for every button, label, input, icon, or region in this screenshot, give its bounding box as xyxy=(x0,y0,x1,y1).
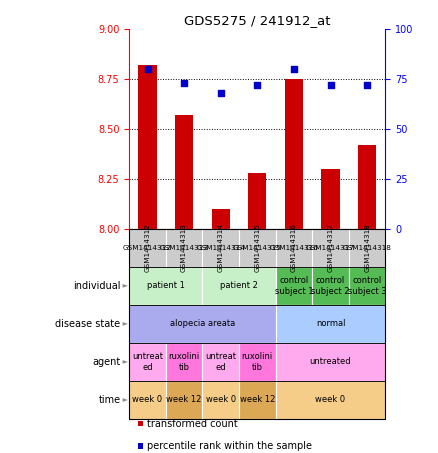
Bar xyxy=(285,79,303,229)
Text: transformed count: transformed count xyxy=(147,419,237,429)
Text: GSM1414313: GSM1414313 xyxy=(160,245,208,251)
Text: patient 2: patient 2 xyxy=(220,281,258,290)
Text: untreat
ed: untreat ed xyxy=(132,352,163,371)
Text: control
subject 1: control subject 1 xyxy=(275,276,313,295)
Text: alopecia areata: alopecia areata xyxy=(170,319,235,328)
Text: patient 1: patient 1 xyxy=(147,281,185,290)
Text: GSM1414318: GSM1414318 xyxy=(364,223,370,272)
Text: week 12: week 12 xyxy=(240,395,275,405)
Text: week 12: week 12 xyxy=(166,395,202,405)
Bar xyxy=(212,209,230,229)
Point xyxy=(327,82,334,89)
Bar xyxy=(248,173,266,229)
Text: ruxolini
tib: ruxolini tib xyxy=(242,352,273,371)
Text: ruxolini
tib: ruxolini tib xyxy=(169,352,200,371)
Text: GSM1414312: GSM1414312 xyxy=(123,245,172,251)
Text: untreat
ed: untreat ed xyxy=(205,352,236,371)
Text: percentile rank within the sample: percentile rank within the sample xyxy=(147,441,312,451)
Text: GSM1414315: GSM1414315 xyxy=(233,245,282,251)
Text: individual: individual xyxy=(73,281,120,291)
Bar xyxy=(138,65,157,229)
Point xyxy=(254,82,261,89)
Title: GDS5275 / 241912_at: GDS5275 / 241912_at xyxy=(184,14,331,27)
Text: GSM1414314: GSM1414314 xyxy=(196,245,245,251)
Text: untreated: untreated xyxy=(310,357,351,366)
Text: control
subject 3: control subject 3 xyxy=(348,276,386,295)
Text: GSM1414314: GSM1414314 xyxy=(218,223,224,272)
Text: week 0: week 0 xyxy=(315,395,346,405)
Text: GSM1414316: GSM1414316 xyxy=(291,223,297,272)
Bar xyxy=(175,115,193,229)
Point xyxy=(217,90,224,97)
Text: GSM1414317: GSM1414317 xyxy=(328,223,333,272)
Bar xyxy=(321,169,340,229)
Text: GSM1414318: GSM1414318 xyxy=(343,245,392,251)
Text: GSM1414317: GSM1414317 xyxy=(306,245,355,251)
Text: GSM1414316: GSM1414316 xyxy=(269,245,318,251)
Text: normal: normal xyxy=(316,319,345,328)
Bar xyxy=(358,145,376,229)
Text: agent: agent xyxy=(92,357,120,367)
Point xyxy=(144,66,151,73)
Text: GSM1414312: GSM1414312 xyxy=(145,223,151,272)
Point xyxy=(290,66,297,73)
Text: GSM1414315: GSM1414315 xyxy=(254,223,260,272)
Text: week 0: week 0 xyxy=(206,395,236,405)
Point xyxy=(364,82,371,89)
Text: GSM1414313: GSM1414313 xyxy=(181,223,187,272)
Text: control
subject 2: control subject 2 xyxy=(311,276,350,295)
Text: week 0: week 0 xyxy=(132,395,162,405)
Text: time: time xyxy=(98,395,120,405)
Text: disease state: disease state xyxy=(55,319,120,329)
Point xyxy=(180,80,187,87)
